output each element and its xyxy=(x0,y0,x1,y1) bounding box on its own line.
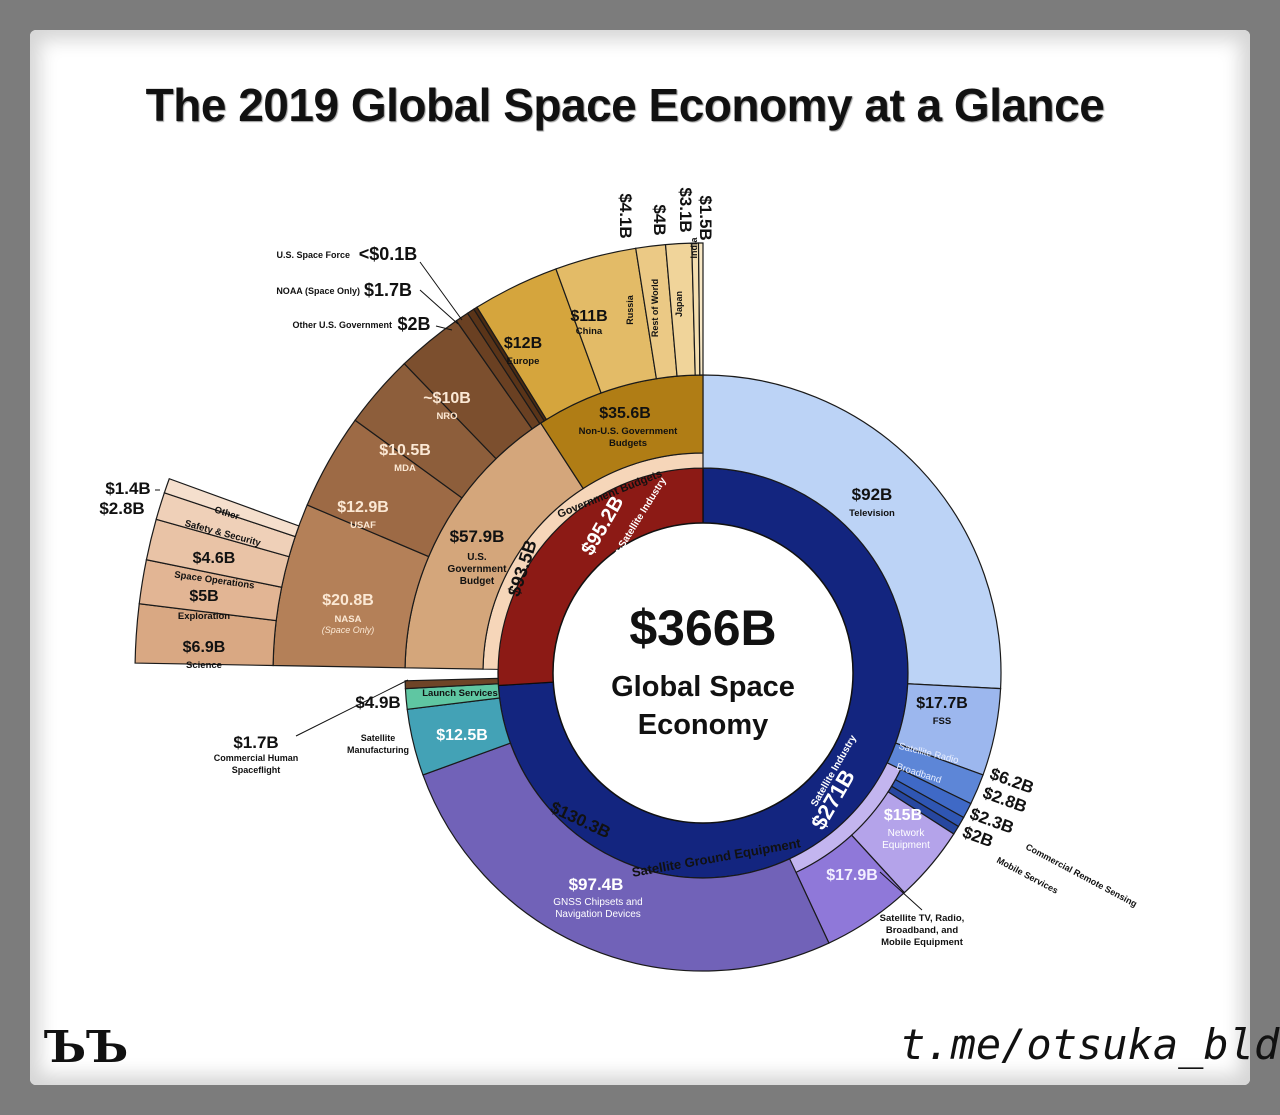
outer-sub-gnss-line1: GNSS Chipsets and xyxy=(553,897,643,908)
outer-slice-gnss-chipsets-and-navigation-devices xyxy=(422,742,830,972)
outer-sub-japan: Japan xyxy=(674,291,684,317)
callout-equipment-line0: Satellite TV, Radio, xyxy=(880,913,965,924)
callout-value-8: $2.8B xyxy=(99,499,144,518)
outer-value-non-u-s-government-budgets: $35.6B xyxy=(599,405,651,422)
outer-value-u-s-government-budget: $57.9B xyxy=(450,527,505,546)
outer-value-europe: $12B xyxy=(504,335,542,352)
outer-sub-launch-services: Launch Services xyxy=(422,688,498,699)
outer-sub-india: India xyxy=(689,237,699,259)
outer-value-china: $11B xyxy=(570,308,607,325)
outer-slice-television xyxy=(702,374,1002,690)
outer-value-network-equipment: $15B xyxy=(884,807,922,824)
watermark-text: t.me/otsuka_bld xyxy=(900,1020,1280,1069)
callout-equipment-line1: Broadband, and xyxy=(886,925,959,936)
outer-value-nasa: $20.8B xyxy=(322,592,374,609)
callout-value-3: $4.1B xyxy=(616,193,635,238)
outer-value-fss: $17.7B xyxy=(916,695,968,712)
outer-value-usaf: $12.9B xyxy=(337,499,389,516)
outer-slice-india xyxy=(697,242,704,376)
outer-sub-nro: NRO xyxy=(436,411,457,422)
outer-sub-nonus-line1: Non-U.S. Government xyxy=(579,426,679,437)
outer-sub-russia: Russia xyxy=(625,294,635,325)
outer-slice-seg-11 xyxy=(404,677,499,690)
outer-value-exploration: $5B xyxy=(189,588,218,605)
callout-value-5: $1.7B xyxy=(364,280,412,300)
outer-value-12-5b: $12.5B xyxy=(436,727,488,744)
callout-sub-5: NOAA (Space Only) xyxy=(276,286,360,296)
callout-sub-4: U.S. Space Force xyxy=(276,250,350,260)
outer-value-mda: $10.5B xyxy=(379,442,431,459)
callout-value-2: $4B xyxy=(650,204,669,235)
callout-value-1: $3.1B xyxy=(676,187,695,232)
outer-sub-exploration: Exploration xyxy=(178,611,230,622)
outer-sub-us-line3: Budget xyxy=(460,576,495,587)
outer-sub-fss: FSS xyxy=(933,716,951,727)
outer-sub-science: Science xyxy=(186,660,222,671)
leader-space-force xyxy=(419,261,463,321)
center-label-line1: Global Space xyxy=(611,671,795,703)
callout-value-6: $2B xyxy=(397,314,430,334)
callout-value-10: $1.7B xyxy=(233,733,278,752)
outer-sub-network-line2: Equipment xyxy=(882,840,930,851)
callout-equipment-line2: Mobile Equipment xyxy=(881,937,964,948)
leader-noaa xyxy=(419,289,459,325)
outer-sub-us-line1: U.S. xyxy=(467,552,487,563)
callout-value-9: $4.9B xyxy=(355,693,400,712)
outer-sub-nonus-line2: Budgets xyxy=(609,438,647,449)
outer-value-science: $6.9B xyxy=(183,639,226,656)
callout-value-7: $1.4B xyxy=(105,479,150,498)
callout-sub-9-a: Satellite xyxy=(361,733,396,743)
callout-value-0: $1.5B xyxy=(696,195,715,240)
outer-sub-usaf: USAF xyxy=(350,520,376,531)
leader-human-spaceflight xyxy=(295,679,409,737)
outer-sub-nasa: NASA xyxy=(335,614,362,625)
outer-sub-china: China xyxy=(576,326,603,337)
outer-sub-gnss-line2: Navigation Devices xyxy=(555,909,641,920)
center-disc xyxy=(552,522,854,824)
outer-sub-network-line1: Network xyxy=(888,828,926,839)
center-value: $366B xyxy=(629,600,776,656)
outer-sub-television: Television xyxy=(849,508,895,519)
callout-sub-10-a: Commercial Human xyxy=(214,753,299,763)
outer-sub-us-line2: Government xyxy=(448,564,508,575)
outer-value-nro: ~$10B xyxy=(423,390,471,407)
outer-value-television: $92B xyxy=(852,485,893,504)
chart-arcs xyxy=(134,242,1002,972)
outer-sub-rest-of-world: Rest of World xyxy=(650,279,660,337)
outer-sub-europe: Europe xyxy=(507,356,540,367)
chart-title: The 2019 Global Space Economy at a Glanc… xyxy=(145,79,1105,131)
outer-value-gnss-chipsets-and-navigation-devices: $97.4B xyxy=(569,875,624,894)
outer-note-nasa: (Space Only) xyxy=(322,625,375,635)
callout-sub-11: Commercial Remote Sensing xyxy=(1024,842,1139,909)
center-label-line2: Economy xyxy=(638,709,769,741)
logo: ЪЪ xyxy=(44,1022,129,1073)
outer-value-space-operations: $4.6B xyxy=(193,550,236,567)
leader-equipment xyxy=(879,871,923,911)
callout-sub-9-b: Manufacturing xyxy=(347,745,409,755)
callout-sub-6: Other U.S. Government xyxy=(292,320,392,330)
outer-slice-satellite-radio xyxy=(886,742,984,805)
leader-other-us xyxy=(435,325,453,331)
outer-value-17-9b: $17.9B xyxy=(826,867,878,884)
callout-value-4: <$0.1B xyxy=(359,244,418,264)
outer-sub-mda: MDA xyxy=(394,463,416,474)
outer-slice-other xyxy=(163,477,300,538)
callout-sub-10-b: Spaceflight xyxy=(232,765,281,775)
